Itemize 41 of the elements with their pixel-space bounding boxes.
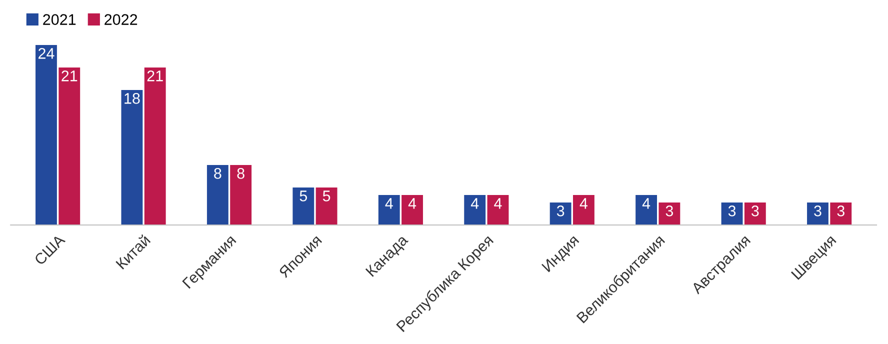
data-label: 4 [580, 198, 588, 209]
data-label: 5 [322, 190, 330, 202]
data-label: 8 [214, 168, 222, 179]
data-label: 3 [814, 206, 822, 216]
data-label: 24 [38, 48, 54, 59]
legend-label: 2022 [104, 14, 138, 25]
bar [572, 195, 594, 225]
data-label: 4 [494, 198, 502, 209]
data-label: 21 [62, 70, 78, 82]
data-label: 4 [408, 198, 416, 209]
bar [58, 68, 80, 225]
bar [464, 195, 486, 225]
legend-label: 2021 [43, 14, 76, 25]
data-label: 3 [751, 206, 759, 216]
bar [36, 45, 57, 225]
bar [121, 90, 143, 225]
data-label: 3 [837, 206, 844, 216]
data-label: 21 [147, 70, 163, 82]
bar [316, 188, 338, 225]
data-label: 5 [300, 190, 308, 202]
bar [636, 195, 658, 225]
data-label: 18 [124, 93, 140, 104]
data-label: 3 [666, 206, 674, 216]
bar [744, 202, 766, 225]
bar [230, 165, 252, 225]
bar [807, 202, 828, 225]
bar [550, 202, 572, 225]
bar [402, 195, 423, 225]
bar [830, 202, 852, 225]
bar [144, 68, 166, 225]
data-label: 3 [728, 206, 736, 216]
bar [292, 188, 314, 225]
bar [378, 195, 400, 225]
bar [658, 202, 680, 225]
data-label: 4 [385, 198, 393, 209]
data-label: 3 [556, 206, 564, 216]
bar [487, 195, 509, 225]
data-label: 8 [237, 168, 244, 179]
data-label: 4 [470, 198, 479, 209]
data-label: 4 [642, 198, 650, 209]
bar [206, 165, 228, 225]
